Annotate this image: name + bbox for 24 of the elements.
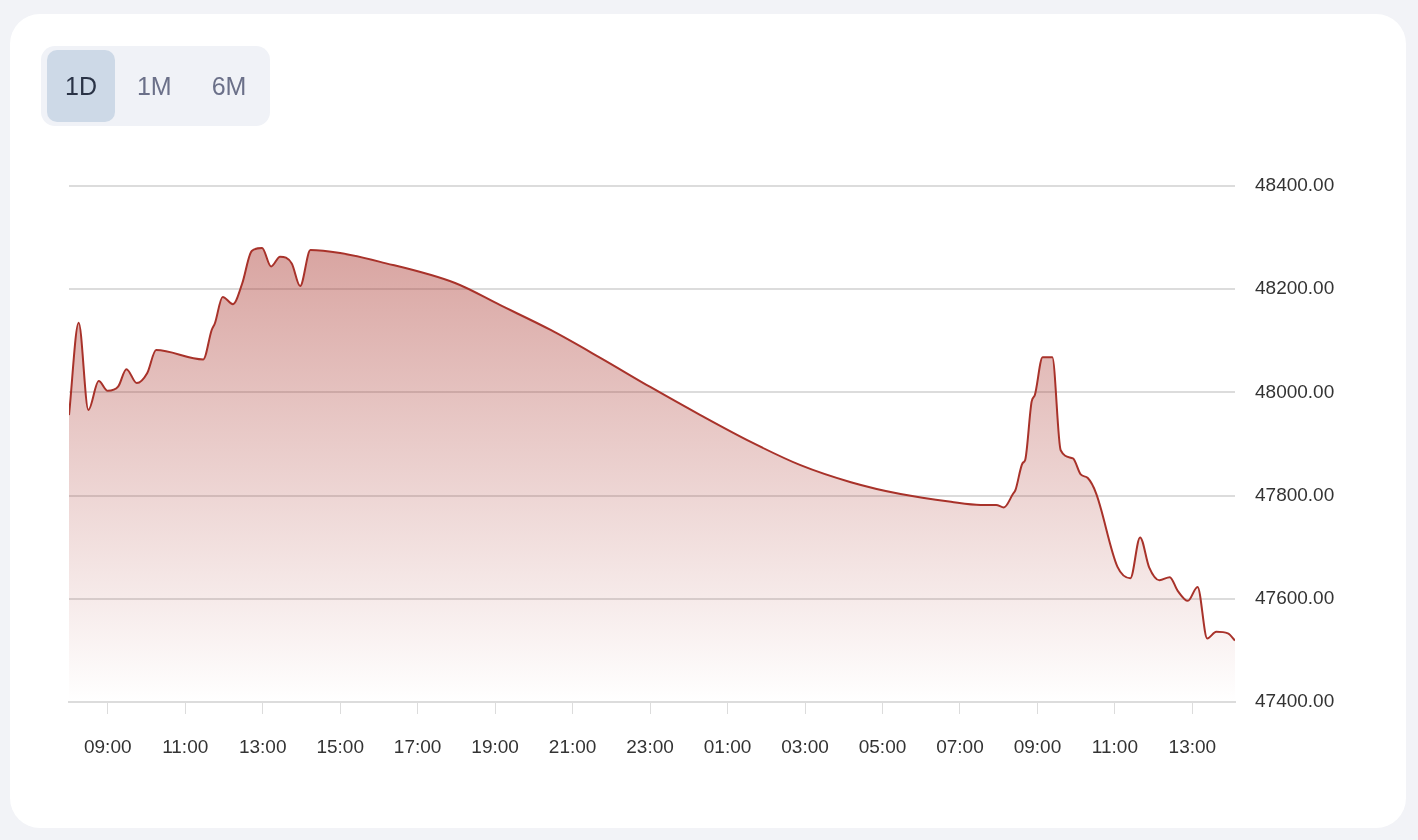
text: 6M [193,50,265,122]
y-tick-label: 47600.00 [1255,587,1335,609]
x-tick-label: 23:00 [626,735,674,757]
y-tick-label: 48400.00 [1255,174,1335,196]
x-tick-label: 11:00 [1091,735,1138,757]
x-tick-label: 19:00 [471,735,519,757]
x-tick-label: 03:00 [781,735,829,757]
x-tick-label: 13:00 [1168,735,1217,757]
x-tick-label: 09:00 [83,735,132,757]
x-tick-label: 09:00 [1013,735,1062,757]
text: 1D [47,50,115,122]
y-tick-label: 48000.00 [1255,380,1335,402]
y-tick-label: 47400.00 [1255,690,1335,712]
x-tick-label: 07:00 [936,735,984,757]
x-tick-label: 05:00 [858,735,907,757]
x-tick-label: 13:00 [238,735,287,757]
x-tick-label: 17:00 [393,735,442,757]
x-tick-label: 01:00 [703,735,752,757]
y-tick-label: 47800.00 [1255,483,1335,505]
x-tick-label: 11:00 [162,735,209,757]
x-tick-label: 15:00 [316,735,364,757]
y-tick-label: 48200.00 [1255,277,1335,299]
text: 1M [118,50,190,122]
x-tick-label: 21:00 [548,735,597,757]
